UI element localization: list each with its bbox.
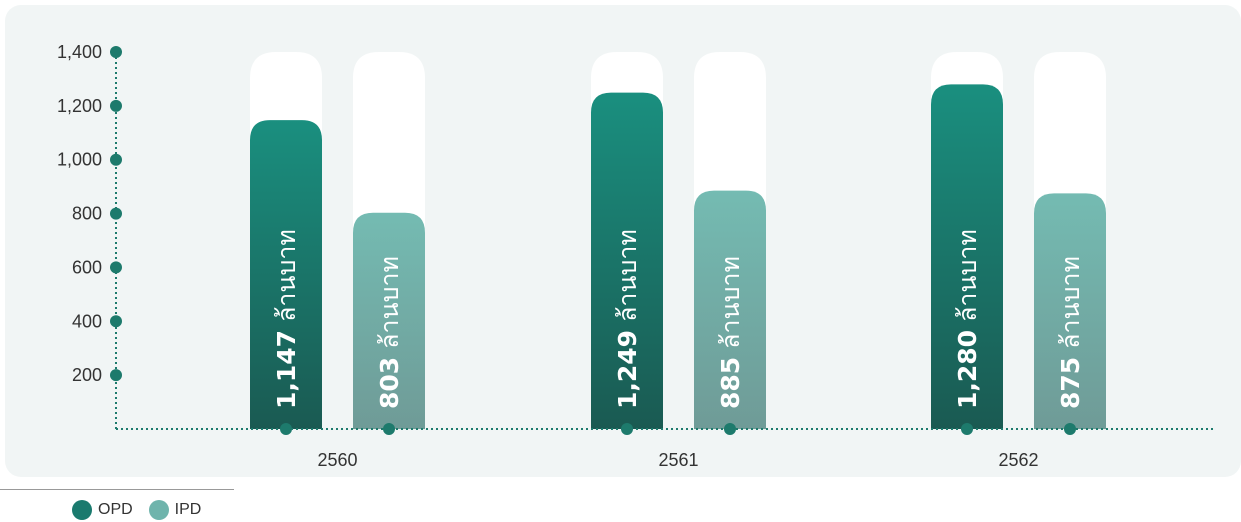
y-tick-dot [110,369,122,382]
bar-data-label: 1,249 ล้านบาท [613,229,642,409]
legend-item-opd: OPD [72,500,133,520]
x-tick-dot [383,423,395,435]
bar-value: 1,249 [613,330,642,409]
y-tick-label: 600 [72,257,102,277]
bar-value: 1,280 [953,330,982,409]
x-tick-dot [961,423,973,435]
bar-data-label: 885 ล้านบาท [716,256,745,409]
legend: OPD IPD [72,500,201,520]
y-tick-label: 800 [72,204,102,224]
y-tick-label: 1,000 [57,150,102,170]
bar-value: 803 [375,357,404,409]
bar-data-label: 875 ล้านบาท [1056,256,1085,409]
bar-data-label: 803 ล้านบาท [375,256,404,409]
y-tick-label: 200 [72,365,102,385]
legend-divider [0,489,234,490]
bar-opd-2560 [250,120,322,430]
y-tick-dot [110,261,122,274]
y-tick-dot [110,153,122,166]
bar-data-label: 1,280 ล้านบาท [953,229,982,409]
x-tick-dot [1064,423,1076,435]
bar-opd-2562 [931,84,1003,430]
bar-unit: ล้านบาท [1056,256,1085,349]
x-tick-dot [280,423,292,435]
y-tick-label: 1,400 [57,42,102,62]
x-category-label: 2560 [317,450,357,470]
bar-unit: ล้านบาท [613,229,642,322]
legend-item-ipd: IPD [148,500,202,520]
legend-label-ipd: IPD [174,501,202,518]
legend-swatch-opd [72,500,92,520]
bar-opd-2561 [591,92,663,429]
bar-unit: ล้านบาท [716,256,745,349]
bar-value: 1,147 [272,330,301,409]
bar-ipd-2561 [694,190,766,429]
bar-data-label: 1,147 ล้านบาท [272,229,301,409]
bar-unit: ล้านบาท [375,256,404,349]
bar-value: 885 [716,357,745,409]
legend-label-opd: OPD [98,501,133,518]
x-tick-dot [724,423,736,435]
x-tick-dot [621,423,633,435]
y-tick-dot [110,207,122,220]
y-tick-label: 400 [72,311,102,331]
y-tick-dot [110,99,122,112]
bar-ipd-2562 [1034,193,1106,429]
x-category-label: 2562 [998,450,1038,470]
y-tick-label: 1,200 [57,96,102,116]
x-category-label: 2561 [658,450,698,470]
bar-value: 875 [1056,357,1085,409]
bar-unit: ล้านบาท [272,229,301,322]
y-tick-dot [110,46,122,58]
bar-unit: ล้านบาท [953,229,982,322]
bar-ipd-2560 [353,212,425,429]
legend-swatch-ipd [148,500,169,520]
y-tick-dot [110,315,122,328]
